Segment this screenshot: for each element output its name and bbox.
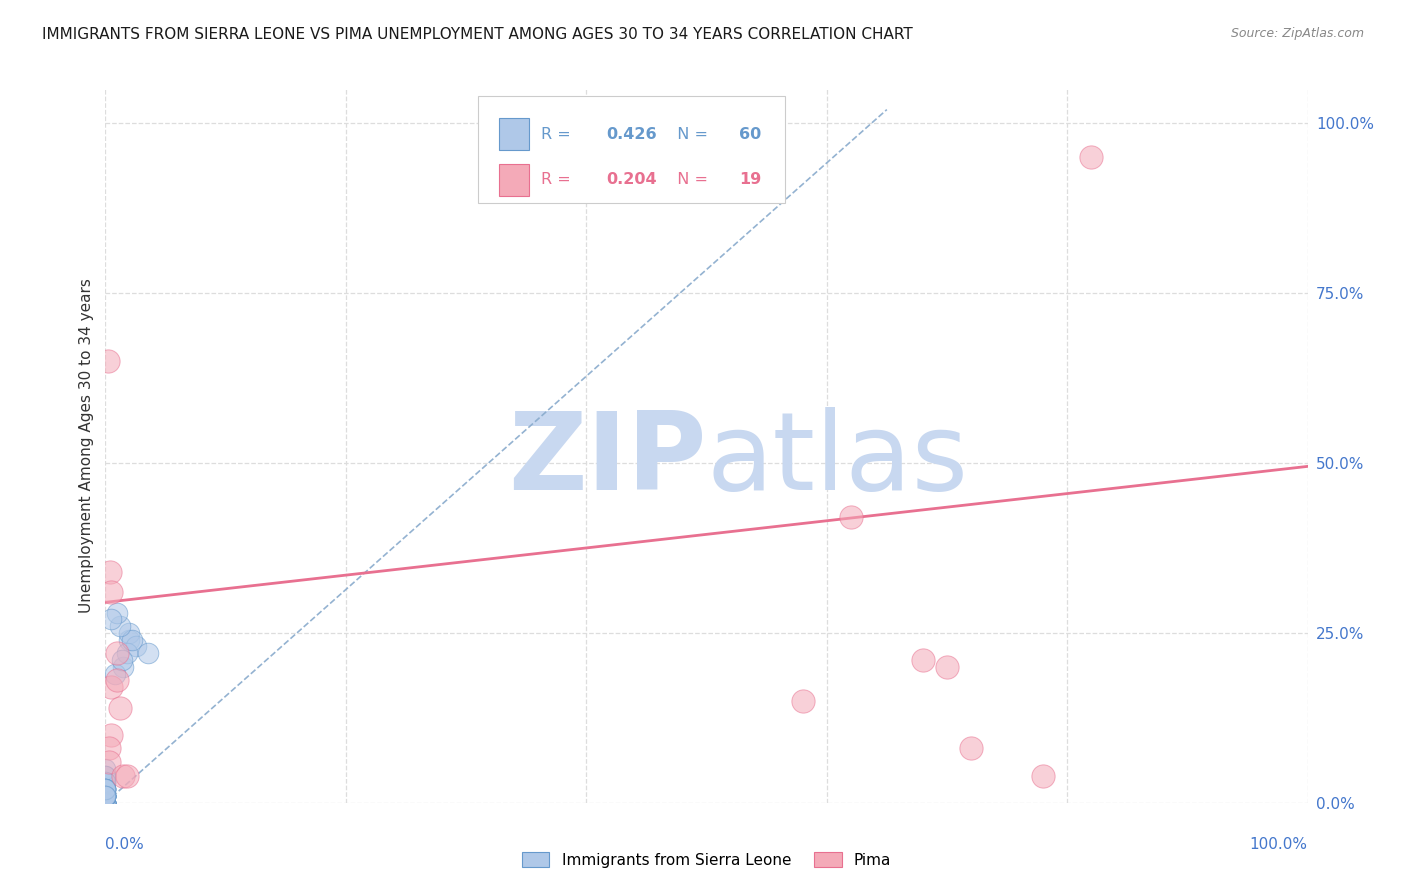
Point: [124, 640, 146, 654]
Text: R =: R =: [541, 172, 575, 187]
Point: [112, 660, 135, 674]
Point: [115, 769, 138, 783]
Point: [94, 769, 117, 783]
Point: [94, 796, 117, 810]
Point: [94, 782, 117, 797]
Point: [94, 796, 117, 810]
FancyBboxPatch shape: [478, 96, 785, 203]
Point: [94, 789, 117, 803]
Point: [94, 796, 117, 810]
Point: [94, 782, 117, 797]
Point: [94, 789, 117, 803]
Y-axis label: Unemployment Among Ages 30 to 34 years: Unemployment Among Ages 30 to 34 years: [79, 278, 94, 614]
Point: [94, 796, 117, 810]
Point: [100, 612, 122, 626]
Point: [94, 796, 117, 810]
Point: [94, 789, 117, 803]
Point: [94, 789, 117, 803]
Text: Source: ZipAtlas.com: Source: ZipAtlas.com: [1230, 27, 1364, 40]
Point: [94, 796, 117, 810]
Point: [94, 796, 117, 810]
Point: [792, 694, 814, 708]
Point: [94, 796, 117, 810]
Point: [97, 354, 120, 368]
Text: 60: 60: [740, 127, 761, 142]
Point: [94, 789, 117, 803]
Point: [94, 789, 117, 803]
Point: [94, 789, 117, 803]
Point: [94, 796, 117, 810]
Point: [94, 782, 117, 797]
Point: [94, 789, 117, 803]
Point: [1032, 769, 1054, 783]
Text: 19: 19: [740, 172, 761, 187]
Point: [107, 606, 129, 620]
Text: N =: N =: [666, 127, 713, 142]
Point: [94, 796, 117, 810]
Point: [115, 646, 138, 660]
Text: IMMIGRANTS FROM SIERRA LEONE VS PIMA UNEMPLOYMENT AMONG AGES 30 TO 34 YEARS CORR: IMMIGRANTS FROM SIERRA LEONE VS PIMA UNE…: [42, 27, 912, 42]
Point: [936, 660, 959, 674]
Point: [94, 782, 117, 797]
Point: [94, 796, 117, 810]
Point: [94, 796, 117, 810]
Point: [94, 789, 117, 803]
Point: [94, 796, 117, 810]
Point: [94, 789, 117, 803]
Point: [911, 653, 934, 667]
Point: [1080, 150, 1102, 164]
Point: [111, 653, 134, 667]
Point: [118, 626, 141, 640]
Point: [960, 741, 983, 756]
Point: [100, 728, 122, 742]
Text: ZIP: ZIP: [508, 408, 707, 513]
Point: [98, 741, 121, 756]
Point: [94, 782, 117, 797]
Text: 0.426: 0.426: [607, 127, 658, 142]
Bar: [499, 164, 529, 196]
Text: 100.0%: 100.0%: [1250, 837, 1308, 852]
Point: [107, 646, 129, 660]
Point: [100, 585, 122, 599]
Point: [121, 632, 143, 647]
Point: [108, 619, 131, 633]
Point: [94, 796, 117, 810]
Text: 0.0%: 0.0%: [105, 837, 145, 852]
Text: N =: N =: [666, 172, 713, 187]
Point: [94, 782, 117, 797]
Point: [839, 510, 862, 524]
Point: [94, 796, 117, 810]
Text: 0.204: 0.204: [607, 172, 658, 187]
Point: [107, 673, 129, 688]
Point: [104, 666, 127, 681]
Point: [136, 646, 159, 660]
Point: [100, 680, 122, 694]
Point: [94, 789, 117, 803]
Point: [94, 762, 117, 776]
Point: [94, 769, 117, 783]
Point: [94, 796, 117, 810]
Point: [94, 782, 117, 797]
Point: [112, 769, 135, 783]
Point: [118, 632, 141, 647]
Point: [94, 775, 117, 789]
Point: [94, 789, 117, 803]
Point: [108, 700, 131, 714]
Bar: [499, 118, 529, 150]
Point: [98, 755, 121, 769]
Point: [94, 796, 117, 810]
Point: [94, 789, 117, 803]
Point: [94, 796, 117, 810]
Point: [94, 789, 117, 803]
Point: [94, 796, 117, 810]
Point: [98, 565, 121, 579]
Point: [94, 775, 117, 789]
Legend: Immigrants from Sierra Leone, Pima: Immigrants from Sierra Leone, Pima: [516, 846, 897, 873]
Point: [94, 775, 117, 789]
Text: atlas: atlas: [707, 408, 969, 513]
Point: [94, 789, 117, 803]
Text: R =: R =: [541, 127, 575, 142]
Point: [94, 796, 117, 810]
